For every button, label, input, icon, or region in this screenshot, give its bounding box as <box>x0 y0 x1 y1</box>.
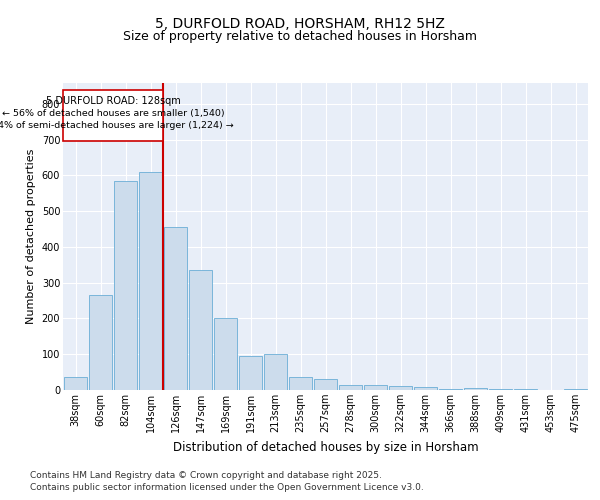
FancyBboxPatch shape <box>63 90 163 142</box>
Text: ← 56% of detached houses are smaller (1,540): ← 56% of detached houses are smaller (1,… <box>2 110 224 118</box>
X-axis label: Distribution of detached houses by size in Horsham: Distribution of detached houses by size … <box>173 440 478 454</box>
Bar <box>413 387 437 390</box>
Bar <box>364 384 388 390</box>
Text: Contains HM Land Registry data © Crown copyright and database right 2025.: Contains HM Land Registry data © Crown c… <box>30 472 382 480</box>
Bar <box>389 386 412 390</box>
Bar <box>89 295 112 390</box>
Bar <box>439 389 463 390</box>
Bar <box>314 380 337 390</box>
Y-axis label: Number of detached properties: Number of detached properties <box>26 148 36 324</box>
Bar <box>113 181 137 390</box>
Bar <box>139 172 163 390</box>
Bar <box>188 270 212 390</box>
Text: Size of property relative to detached houses in Horsham: Size of property relative to detached ho… <box>123 30 477 43</box>
Bar <box>338 384 362 390</box>
Text: 5 DURFOLD ROAD: 128sqm: 5 DURFOLD ROAD: 128sqm <box>46 96 181 106</box>
Text: 44% of semi-detached houses are larger (1,224) →: 44% of semi-detached houses are larger (… <box>0 121 234 130</box>
Bar <box>289 378 313 390</box>
Bar <box>488 389 512 390</box>
Bar <box>263 354 287 390</box>
Bar <box>64 378 88 390</box>
Bar <box>164 228 187 390</box>
Bar <box>563 388 587 390</box>
Bar <box>464 388 487 390</box>
Bar <box>214 318 238 390</box>
Bar <box>239 356 262 390</box>
Text: Contains public sector information licensed under the Open Government Licence v3: Contains public sector information licen… <box>30 483 424 492</box>
Text: 5, DURFOLD ROAD, HORSHAM, RH12 5HZ: 5, DURFOLD ROAD, HORSHAM, RH12 5HZ <box>155 18 445 32</box>
